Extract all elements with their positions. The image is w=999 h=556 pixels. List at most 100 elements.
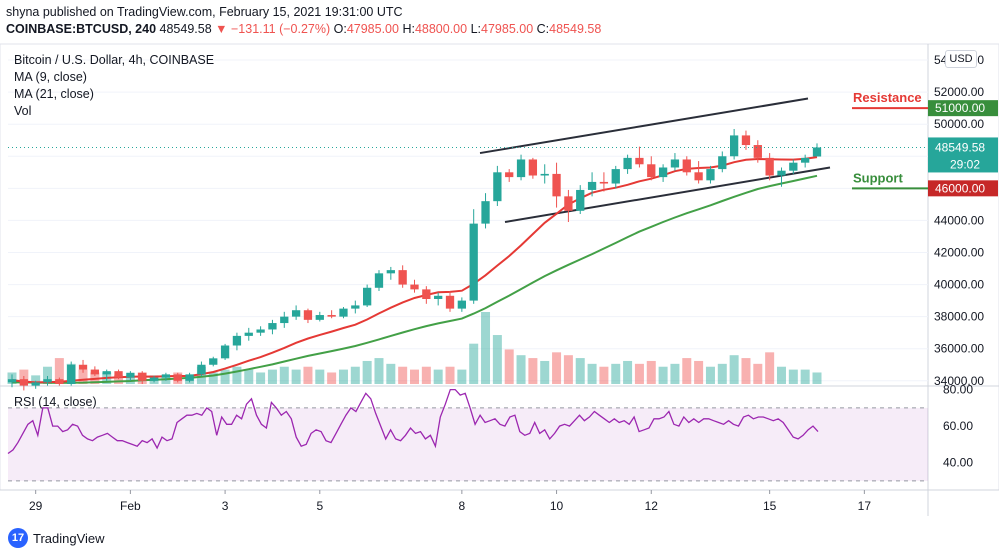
- candle: [422, 286, 431, 304]
- candle-body: [67, 364, 76, 384]
- candle-body: [374, 273, 384, 288]
- candle: [67, 361, 76, 386]
- volume-bar: [374, 358, 384, 384]
- candle-body: [457, 300, 466, 309]
- candle: [812, 143, 822, 157]
- candle-body: [812, 147, 822, 157]
- candle: [398, 265, 407, 288]
- legend-rsi[interactable]: RSI (14, close): [14, 395, 97, 409]
- price-tick-label: 50000.00: [934, 117, 984, 131]
- open-label: O:: [333, 22, 347, 36]
- tradingview-logo[interactable]: 17 TradingView: [8, 528, 105, 548]
- candle-body: [173, 374, 182, 381]
- candle: [576, 185, 585, 214]
- candle: [363, 284, 372, 308]
- currency-badge[interactable]: USD: [945, 50, 977, 68]
- price-tick-label: 44000.00: [934, 213, 984, 227]
- support-label: Support: [853, 170, 903, 185]
- rsi-tick-label: 40.00: [943, 456, 973, 470]
- legend-ma21[interactable]: MA (21, close): [14, 87, 94, 101]
- candle: [682, 156, 691, 176]
- candle: [718, 151, 727, 173]
- volume-bar: [256, 372, 266, 384]
- volume-bar: [753, 363, 763, 384]
- candle: [173, 372, 182, 383]
- candle-body: [256, 329, 265, 333]
- candle: [303, 308, 313, 324]
- legend-vol[interactable]: Vol: [14, 104, 32, 118]
- candle-body: [587, 181, 597, 190]
- candle-body: [220, 345, 230, 359]
- price-tick-label: 52000.00: [934, 85, 984, 99]
- support-badge-text: 46000.00: [935, 181, 985, 195]
- tradingview-brand: TradingView: [33, 530, 105, 546]
- candle-body: [718, 156, 727, 170]
- volume-bar: [421, 366, 431, 384]
- candle: [599, 172, 609, 192]
- volume-bar: [599, 366, 609, 384]
- candle-body: [19, 379, 28, 386]
- time-tick-label: 8: [459, 499, 466, 513]
- candle-body: [138, 372, 147, 381]
- volume-bar: [765, 352, 775, 384]
- rsi-tick-label: 80.00: [943, 383, 973, 397]
- candle: [197, 361, 206, 376]
- price-change: ▼ −131.11 (−0.27%): [215, 22, 331, 36]
- countdown-text: 29:02: [950, 157, 980, 171]
- resistance-badge-text: 51000.00: [935, 101, 985, 115]
- channel-upper-line: [479, 97, 809, 155]
- volume-bar: [433, 369, 443, 384]
- candle: [220, 343, 230, 360]
- candle: [587, 172, 597, 197]
- volume-bar: [54, 358, 64, 384]
- time-tick-label: 5: [316, 499, 323, 513]
- volume-bar: [563, 355, 573, 384]
- publisher-line: shyna published on TradingView.com, Febr…: [6, 5, 403, 19]
- volume-bar: [528, 358, 538, 384]
- resistance-badge: 51000.00: [928, 100, 998, 117]
- candle: [765, 153, 774, 181]
- candle-body: [31, 382, 40, 386]
- volume-bar: [267, 369, 277, 384]
- candle: [280, 311, 289, 328]
- volume-bar: [611, 363, 621, 384]
- candle: [78, 359, 88, 373]
- candle-body: [753, 145, 762, 158]
- legend-ma9[interactable]: MA (9, close): [14, 70, 87, 84]
- symbol[interactable]: COINBASE:BTCUSD, 240: [6, 22, 157, 36]
- low-value: 47985.00: [481, 22, 534, 36]
- volume-bar: [350, 366, 360, 384]
- candle-body: [114, 371, 123, 378]
- candle: [623, 154, 632, 174]
- support-badge-bg: [928, 180, 998, 197]
- candle: [729, 129, 739, 160]
- candle: [327, 310, 336, 319]
- candle: [232, 332, 242, 351]
- volume-bar: [658, 366, 668, 384]
- time-tick-label: 15: [763, 499, 777, 513]
- rsi-line: [7, 388, 819, 455]
- time-tick-label: 3: [222, 499, 229, 513]
- candle-body: [552, 173, 561, 197]
- volume-bar: [504, 349, 514, 384]
- volume-bar: [634, 363, 644, 384]
- candle-body: [232, 335, 242, 346]
- price-badge-bg: [928, 137, 998, 173]
- volume-bar: [362, 360, 372, 384]
- low-label: L:: [470, 22, 482, 36]
- candle: [564, 189, 573, 223]
- candle: [43, 375, 52, 386]
- volume-bar: [208, 372, 218, 384]
- candle: [611, 165, 620, 189]
- candle: [209, 356, 218, 367]
- legend-title[interactable]: Bitcoin / U.S. Dollar, 4h, COINBASE: [14, 53, 215, 67]
- candle: [457, 297, 466, 312]
- candle: [552, 162, 561, 208]
- volume-bar: [575, 358, 585, 384]
- candle: [268, 319, 277, 335]
- open-value: 47985.00: [346, 22, 399, 36]
- candle: [126, 371, 135, 381]
- volume-bar: [812, 372, 822, 384]
- time-tick-label: Feb: [120, 499, 141, 513]
